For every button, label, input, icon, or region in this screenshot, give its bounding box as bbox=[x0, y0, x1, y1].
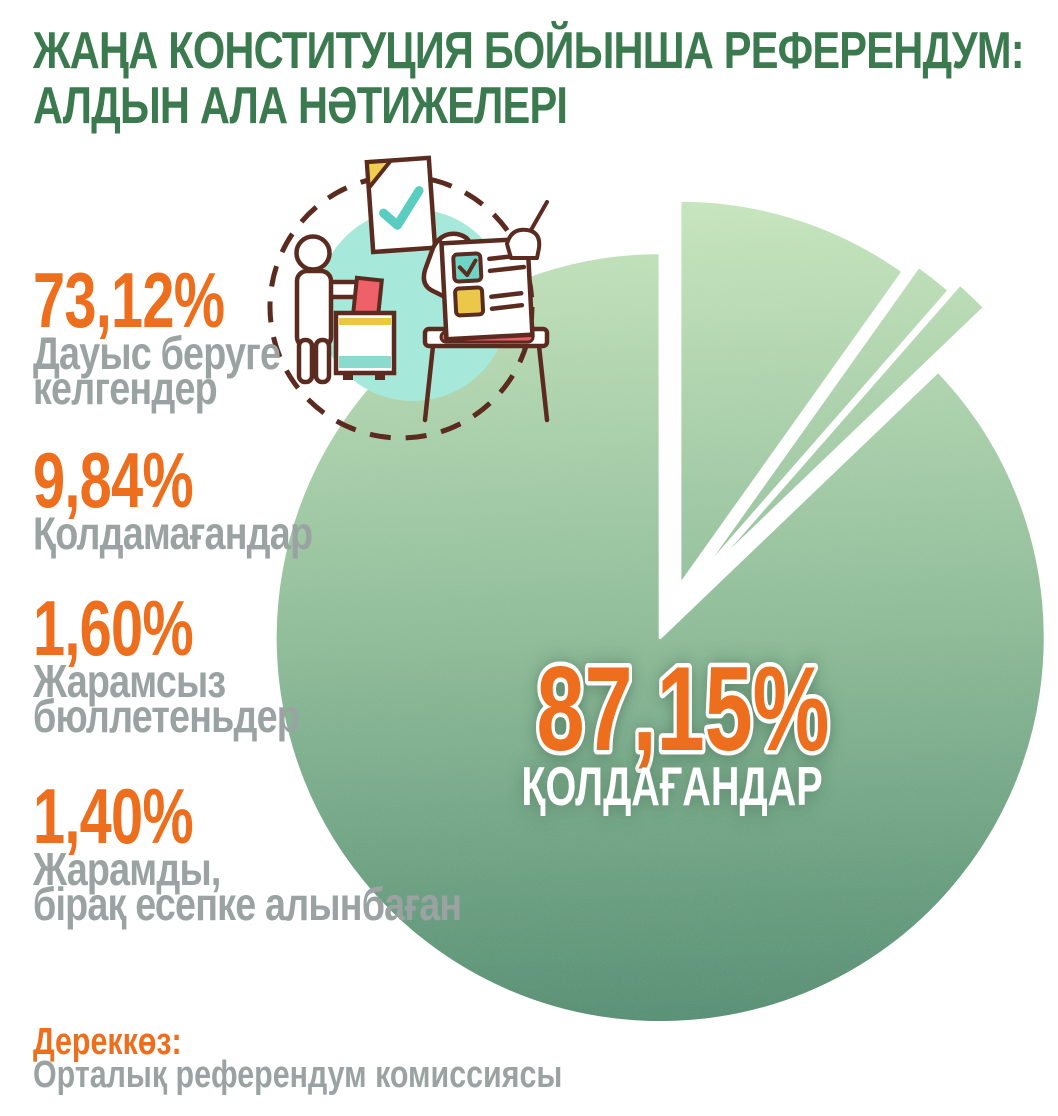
voting-table-icon bbox=[422, 200, 550, 423]
pie-slices-group bbox=[273, 198, 1047, 1025]
pie-center-value: 87,15% bbox=[536, 642, 829, 776]
source-label: Дереккөз: bbox=[33, 1021, 182, 1063]
stat-invalid-value: 1,60% bbox=[33, 584, 194, 672]
stat-invalid: 1,60% Жарамсыз бюллетеньдер bbox=[33, 584, 300, 739]
ballot-sheet-icon bbox=[439, 236, 535, 342]
stat-against-value: 9,84% bbox=[33, 436, 194, 524]
stat-not-counted: 1,40% Жарамды, бірақ есепке алынбаған bbox=[33, 772, 462, 927]
voting-illustration bbox=[267, 155, 550, 441]
source-block: Дереккөз: Орталық референдум комиссиясы bbox=[33, 1021, 695, 1096]
ballot-paper-icon bbox=[364, 155, 438, 255]
stat-against-label: Қолдамағандар bbox=[33, 507, 313, 559]
ballot-card-icon bbox=[350, 275, 385, 319]
pie-slice-қолдамағандар bbox=[678, 198, 905, 587]
page-title-line1: ЖАҢА КОНСТИТУЦИЯ БОЙЫНША РЕФЕРЕНДУМ: bbox=[33, 22, 1025, 80]
stat-turnout-value: 73,12% bbox=[33, 256, 225, 344]
hand-at-table-icon bbox=[505, 200, 549, 260]
source-text: Орталық референдум комиссиясы bbox=[33, 1054, 563, 1096]
ballot-box-icon bbox=[333, 310, 397, 380]
stat-not-counted-label: Жарамды, бірақ есепке алынбаған bbox=[33, 843, 462, 930]
stat-turnout: 73,12% Дауыс беруге келгендер bbox=[33, 256, 292, 411]
pie-slice-жарамды-бірақ-есепке-алынбаған bbox=[705, 282, 986, 576]
stat-turnout-label: Дауыс беруге келгендер bbox=[33, 327, 281, 414]
pie-slice-жарамсыз-бюллетеньдер bbox=[694, 264, 951, 582]
stat-not-counted-value: 1,40% bbox=[33, 772, 194, 860]
stat-invalid-label: Жарамсыз бюллетеньдер bbox=[33, 655, 300, 742]
stat-against: 9,84% Қолдамағандар bbox=[33, 436, 313, 556]
page-title: ЖАҢА КОНСТИТУЦИЯ БОЙЫНША РЕФЕРЕНДУМ: АЛД… bbox=[33, 24, 1058, 134]
pie-center-label: ҚОЛДАҒАНДАР bbox=[521, 757, 822, 818]
page-title-line2: АЛДЫН АЛА НӘТИЖЕЛЕРІ bbox=[33, 77, 568, 135]
